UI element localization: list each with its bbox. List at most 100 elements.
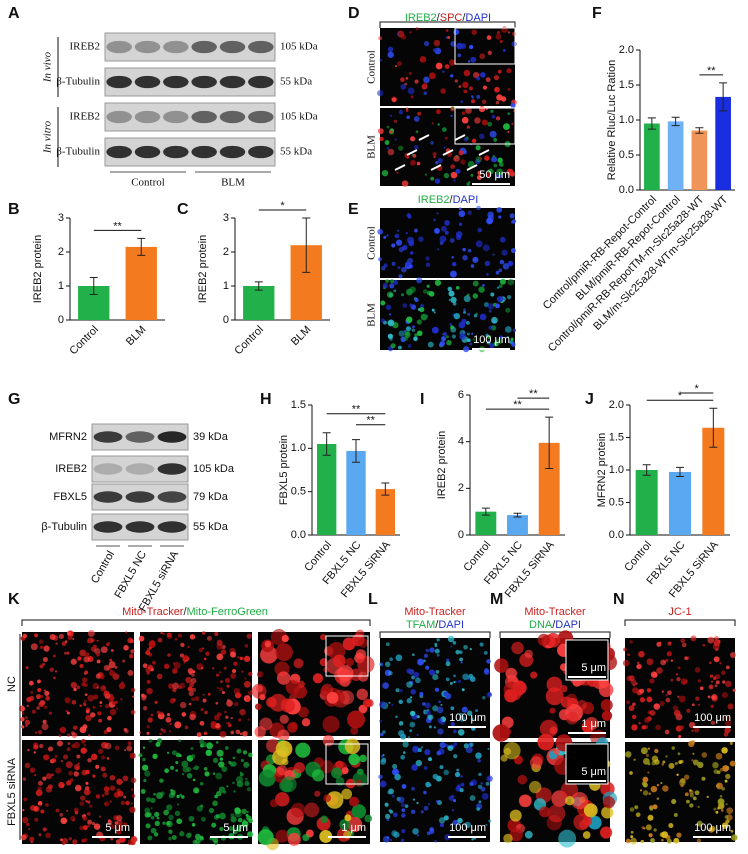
- signal-spot: [382, 730, 386, 734]
- signal-spot: [487, 303, 494, 310]
- bar: [125, 246, 157, 320]
- blot-band: [125, 463, 155, 475]
- y-tick-label: 0.0: [619, 184, 634, 196]
- inset: [325, 743, 369, 785]
- signal-spot: [664, 729, 670, 735]
- signal-spot: [109, 658, 113, 662]
- signal-spot: [684, 792, 689, 797]
- signal-spot: [456, 784, 462, 789]
- title-part: /: [552, 619, 556, 631]
- signal-spot: [488, 819, 492, 823]
- signal-spot: [66, 733, 71, 737]
- signal-spot: [386, 291, 394, 298]
- signal-spot: [636, 661, 640, 665]
- signal-spot: [127, 637, 134, 644]
- signal-spot: [142, 757, 146, 762]
- signal-spot: [493, 163, 498, 168]
- signal-spot: [447, 745, 454, 752]
- signal-spot: [492, 724, 510, 742]
- signal-spot: [301, 718, 311, 727]
- signal-spot: [237, 656, 240, 659]
- signal-spot: [109, 670, 116, 677]
- signal-spot: [99, 704, 102, 708]
- signal-spot: [463, 743, 469, 749]
- signal-spot: [460, 661, 463, 664]
- signal-spot: [429, 827, 434, 832]
- signal-spot: [389, 114, 393, 117]
- signal-spot: [410, 95, 414, 99]
- signal-spot: [724, 727, 731, 734]
- signal-spot: [461, 706, 468, 713]
- signal-spot: [460, 100, 464, 104]
- signal-spot: [141, 695, 147, 701]
- signal-spot: [380, 318, 385, 323]
- signal-spot: [67, 635, 73, 640]
- signal-spot: [401, 828, 406, 834]
- signal-spot: [482, 244, 490, 252]
- inset: [454, 107, 516, 145]
- signal-spot: [498, 162, 504, 167]
- signal-spot: [232, 669, 236, 673]
- error-bar: [481, 507, 490, 516]
- signal-spot: [87, 819, 93, 825]
- signal-spot: [518, 794, 532, 808]
- signal-spot: [234, 807, 241, 814]
- signal-spot: [187, 757, 190, 761]
- signal-spot: [172, 668, 178, 674]
- signal-spot: [499, 335, 504, 339]
- signal-spot: [83, 656, 90, 663]
- panel-title: IREB2/DAPI: [418, 194, 479, 206]
- signal-spot: [461, 116, 469, 124]
- signal-spot: [494, 86, 500, 93]
- signal-spot: [122, 775, 129, 782]
- signal-spot: [443, 172, 450, 179]
- signal-spot: [129, 653, 134, 659]
- signal-spot: [201, 631, 206, 635]
- signal-spot: [60, 817, 68, 825]
- signal-spot: [417, 658, 424, 666]
- lane-label: Control: [131, 177, 165, 189]
- signal-spot: [416, 330, 423, 337]
- signal-spot: [634, 805, 639, 810]
- signal-spot: [471, 29, 477, 35]
- signal-spot: [471, 838, 474, 841]
- signal-spot: [254, 703, 262, 711]
- signal-spot: [160, 728, 164, 731]
- signal-spot: [144, 807, 151, 814]
- signal-spot: [729, 741, 733, 745]
- signal-spot: [237, 817, 243, 823]
- signal-spot: [499, 259, 505, 265]
- signal-spot: [414, 333, 418, 337]
- signal-spot: [479, 642, 484, 647]
- signal-spot: [661, 831, 669, 839]
- signal-spot: [389, 283, 395, 289]
- signal-spot: [226, 699, 233, 707]
- signal-spot: [79, 726, 87, 734]
- signal-spot: [150, 797, 156, 804]
- signal-spot: [400, 838, 405, 843]
- signal-spot: [409, 721, 416, 728]
- signal-spot: [96, 686, 99, 689]
- signal-spot: [207, 692, 211, 696]
- signal-spot: [656, 667, 663, 674]
- signal-spot: [147, 835, 153, 841]
- y-tick-label: 2: [58, 246, 64, 258]
- title-part: /: [450, 194, 454, 206]
- signal-spot: [43, 705, 48, 709]
- signal-spot: [469, 781, 474, 787]
- signal-spot: [678, 695, 686, 703]
- signal-spot: [466, 125, 470, 129]
- signal-spot: [387, 333, 394, 339]
- signal-spot: [409, 286, 416, 293]
- signal-spot: [424, 173, 427, 176]
- signal-spot: [654, 748, 659, 754]
- signal-spot: [73, 807, 79, 813]
- signal-spot: [454, 680, 457, 683]
- signal-spot: [185, 832, 192, 839]
- blot-strip: [104, 67, 276, 97]
- signal-spot: [662, 760, 666, 764]
- signal-spot: [77, 762, 80, 765]
- signal-spot: [470, 173, 474, 177]
- signal-spot: [275, 643, 293, 662]
- signal-spot: [398, 330, 405, 337]
